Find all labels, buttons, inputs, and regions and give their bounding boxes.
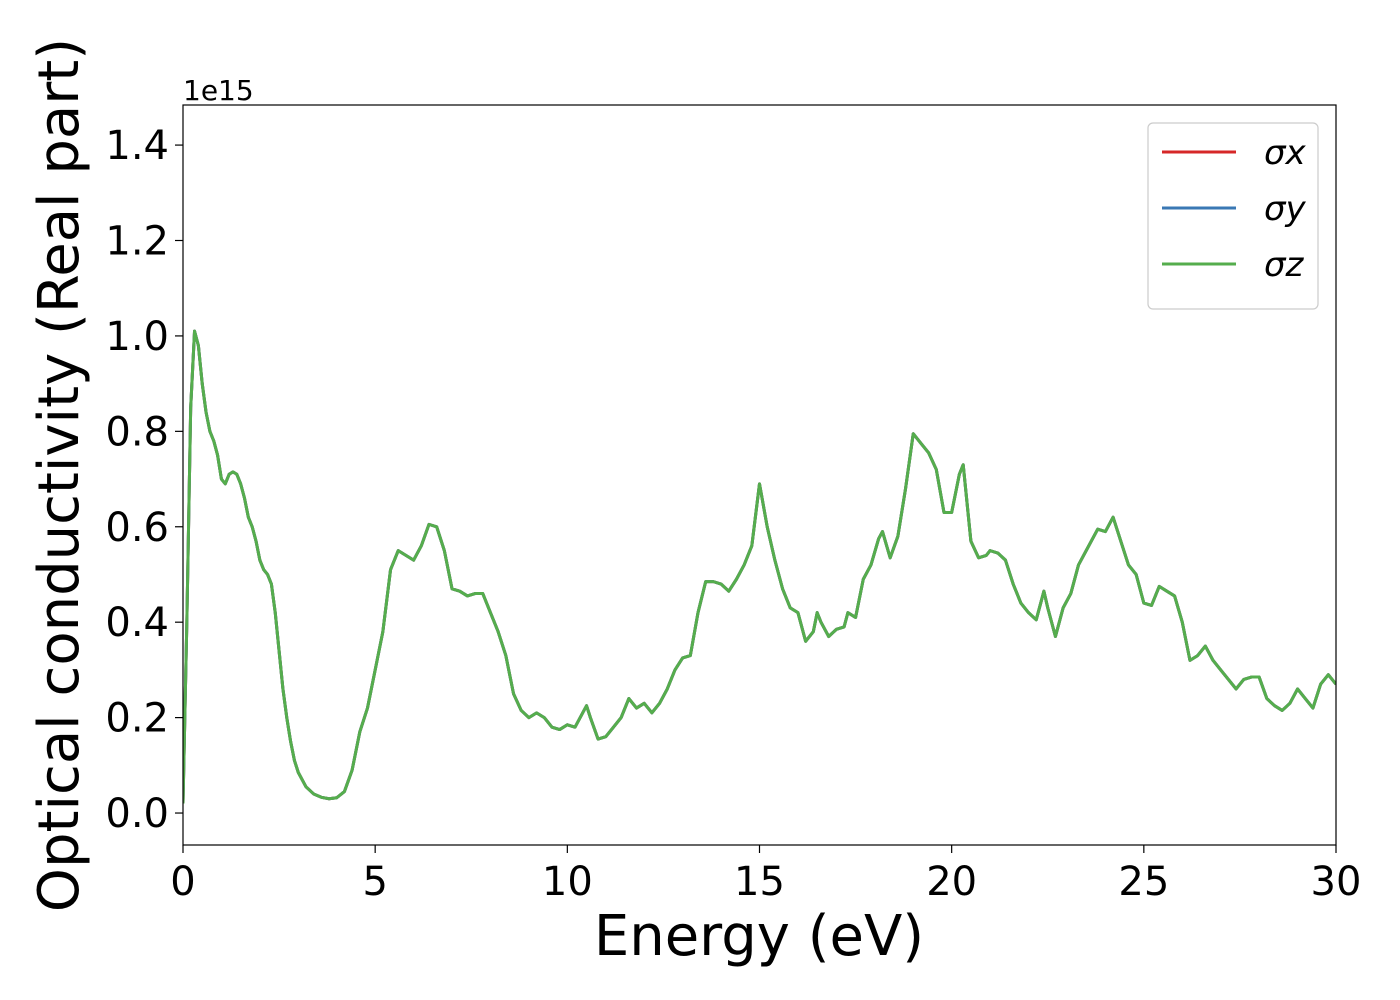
x-tick-label: 15 [734,859,785,905]
x-tick-label: 10 [542,859,593,905]
y-offset-label: 1e15 [183,74,254,107]
x-tick-label: 5 [362,859,387,905]
series-line [183,329,1336,804]
y-axis-label: Optical conductivity (Real part) [27,38,92,912]
y-tick-label: 0.6 [105,505,169,551]
y-tick-label: 0.4 [105,600,169,646]
x-tick-label: 0 [170,859,195,905]
y-tick-label: 1.4 [105,123,169,169]
x-tick-label: 25 [1118,859,1169,905]
series-line [183,329,1336,804]
series-line [183,329,1336,804]
y-tick-label: 0.8 [105,409,169,455]
x-tick-label: 30 [1311,859,1362,905]
y-tick-label: 1.0 [105,314,169,360]
legend-label: σx [1264,133,1307,173]
legend-label: σy [1264,189,1307,229]
y-tick-label: 0.2 [105,696,169,742]
y-tick-label: 1.2 [105,218,169,264]
legend-label: σz [1264,245,1305,285]
x-axis-label: Energy (eV) [594,904,924,969]
y-tick-label: 0.0 [105,791,169,837]
x-tick-label: 20 [926,859,977,905]
plot-frame [182,104,1337,846]
